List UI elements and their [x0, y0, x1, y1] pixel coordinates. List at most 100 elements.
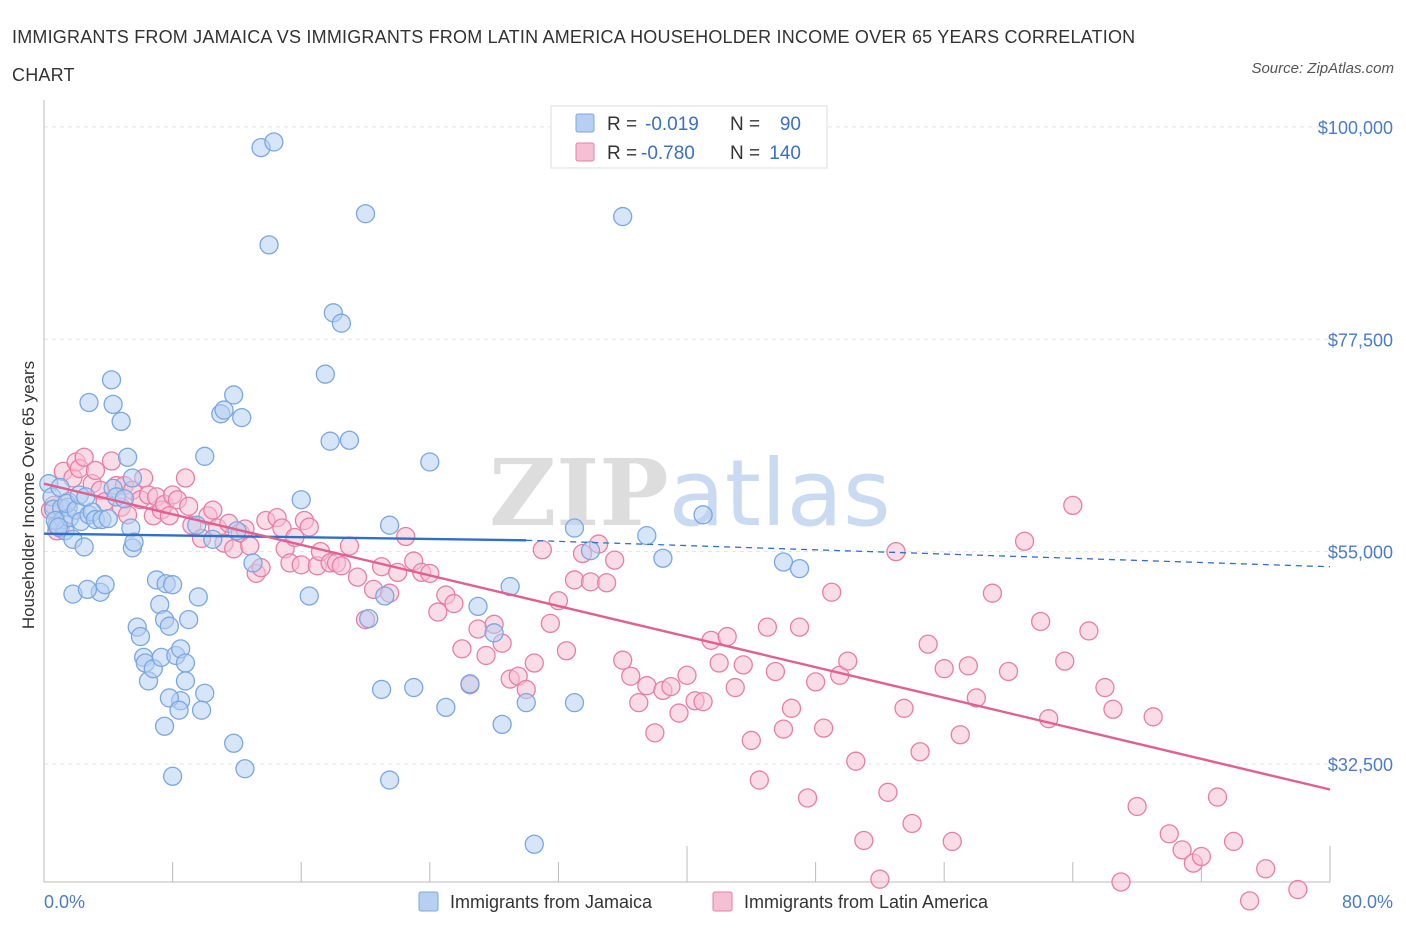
point-pink-153: [1207, 787, 1228, 807]
point-pink-95: [629, 693, 649, 713]
point-pink-39: [224, 539, 244, 559]
legend-n-label-1: N =: [730, 143, 760, 164]
point-pink-125: [878, 782, 898, 802]
point-pink-111: [757, 617, 778, 637]
point-blue-105: [789, 558, 810, 579]
point-blue-17: [74, 537, 94, 557]
legend-swatch-latin-america: [575, 142, 595, 162]
point-pink-106: [717, 626, 737, 647]
point-blue-69: [195, 446, 215, 466]
point-blue-66: [203, 529, 223, 550]
point-pink-137: [998, 661, 1019, 682]
point-blue-41: [130, 626, 151, 647]
top-legend: R = -0.019 N = 90 R = -0.780 N = 140: [550, 105, 828, 169]
point-blue-24: [77, 579, 98, 600]
point-blue-85: [331, 313, 352, 333]
point-blue-91: [379, 770, 400, 790]
point-pink-101: [677, 665, 697, 685]
point-blue-31: [101, 370, 122, 390]
point-blue-39: [124, 532, 144, 552]
legend-n-value-1: 140: [769, 143, 801, 164]
point-pink-82: [524, 653, 544, 673]
point-blue-107: [524, 834, 544, 854]
chart-title: IMMIGRANTS FROM JAMAICA VS IMMIGRANTS FR…: [12, 27, 1136, 85]
point-pink-42: [240, 536, 260, 556]
point-pink-157: [1288, 879, 1308, 900]
point-blue-60: [169, 700, 189, 720]
point-pink-155: [1239, 891, 1260, 911]
point-blue-51: [159, 616, 180, 636]
point-blue-32: [103, 394, 123, 415]
point-pink-126: [886, 541, 906, 562]
y-tick-label-0: $100,000: [1318, 118, 1393, 138]
point-pink-35: [203, 500, 223, 520]
point-pink-72: [444, 593, 464, 614]
point-pink-147: [1127, 796, 1147, 817]
point-pink-136: [982, 583, 1003, 603]
bottom-legend-label-latin-america: Immigrants from Latin America: [744, 892, 989, 912]
point-blue-97: [484, 623, 504, 643]
point-pink-144: [1095, 677, 1115, 698]
point-pink-83: [532, 540, 552, 560]
point-blue-111: [580, 541, 601, 561]
legend-r-value-0: -0.019: [645, 114, 699, 135]
y-tick-labels: $100,000 $77,500 $55,000 $32,500: [1318, 118, 1393, 775]
point-pink-131: [934, 659, 954, 679]
point-pink-135: [966, 688, 986, 708]
point-blue-78: [291, 490, 311, 510]
point-pink-143: [1079, 621, 1099, 641]
point-blue-77: [259, 235, 279, 255]
trend-lines: [43, 482, 1331, 791]
point-pink-107: [725, 677, 745, 698]
point-blue-74: [243, 553, 263, 573]
point-blue-52: [162, 575, 183, 595]
point-blue-58: [154, 716, 175, 736]
y-tick-label-2: $55,000: [1328, 543, 1393, 563]
point-pink-100: [669, 703, 689, 723]
point-pink-70: [428, 602, 448, 622]
watermark: ZIPatlas: [489, 439, 891, 547]
point-pink-117: [805, 672, 826, 692]
point-pink-145: [1103, 699, 1123, 719]
point-pink-127: [894, 698, 914, 718]
point-pink-148: [1143, 707, 1163, 727]
point-pink-123: [854, 830, 874, 851]
point-blue-11: [48, 517, 69, 537]
point-blue-100: [516, 693, 536, 713]
point-pink-60: [347, 567, 368, 587]
point-pink-11: [85, 460, 106, 481]
point-pink-66: [396, 526, 416, 547]
point-pink-112: [765, 661, 786, 682]
point-blue-62: [179, 609, 199, 630]
point-blue-21: [76, 487, 96, 507]
point-pink-150: [1172, 840, 1192, 860]
point-pink-132: [942, 831, 962, 852]
legend-r-label-1: R =: [607, 143, 637, 164]
point-pink-130: [918, 634, 938, 654]
y-tick-label-3: $32,500: [1328, 755, 1393, 775]
point-pink-91: [596, 573, 617, 593]
legend-n-value-0: 90: [780, 114, 801, 135]
point-blue-72: [232, 407, 252, 428]
point-pink-139: [1031, 611, 1051, 632]
point-blue-93: [420, 452, 440, 472]
point-pink-14: [101, 451, 122, 471]
point-pink-63: [371, 557, 392, 577]
point-blue-55: [175, 653, 196, 673]
point-pink-119: [822, 582, 842, 602]
point-pink-97: [645, 723, 665, 743]
point-pink-121: [838, 651, 858, 671]
point-pink-129: [910, 742, 930, 762]
y-axis-label: Householder Income Over 65 years: [19, 361, 38, 629]
point-blue-27: [98, 508, 118, 529]
point-blue-81: [320, 431, 340, 451]
point-blue-89: [375, 586, 395, 606]
point-blue-63: [188, 587, 208, 607]
point-pink-108: [733, 655, 753, 675]
point-blue-70: [214, 400, 234, 420]
point-pink-51: [291, 555, 311, 575]
point-blue-25: [95, 575, 115, 595]
point-pink-149: [1159, 824, 1179, 844]
point-blue-71: [224, 385, 244, 405]
